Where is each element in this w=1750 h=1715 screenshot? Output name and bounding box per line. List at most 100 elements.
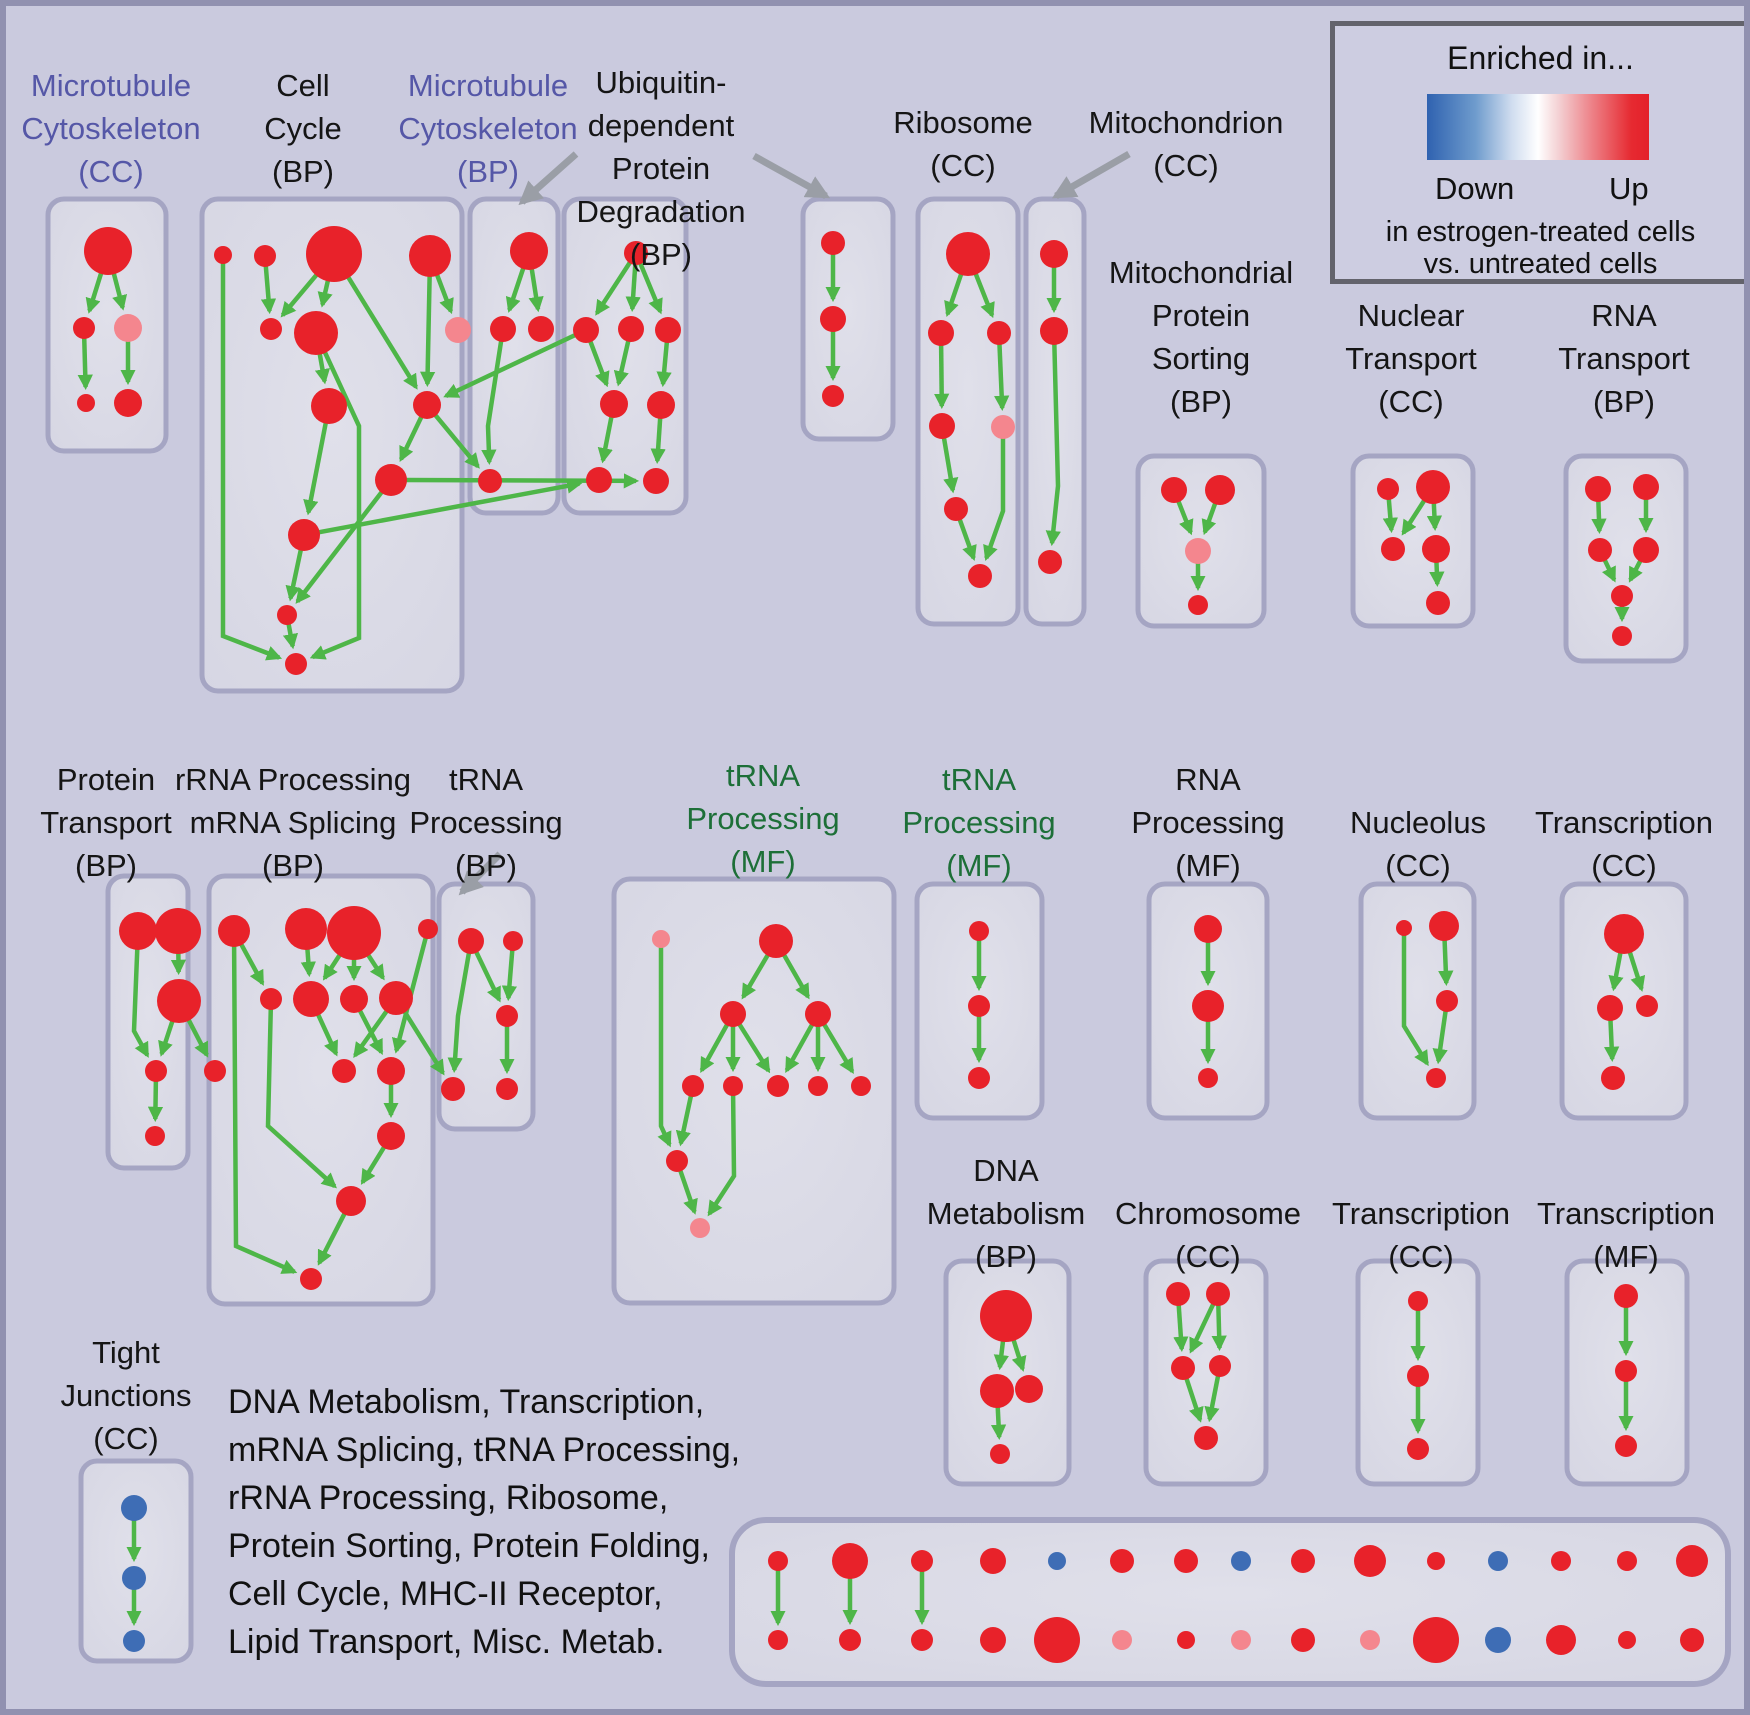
node-ubiq-1-D <box>600 390 628 418</box>
edge-ribosome-D-F <box>983 436 1006 561</box>
node-microtubule-cc-C <box>77 394 95 412</box>
edge-trna-mf-big-D-E <box>677 1168 698 1215</box>
edge-cell-cycle-d-i <box>420 272 436 388</box>
edge-trna-mf-big-A-C3 <box>736 1021 771 1074</box>
strip-node-bottom-2 <box>911 1629 933 1651</box>
strip-node-bottom-10 <box>1413 1617 1459 1663</box>
edge-trna-mf-big-C1-D <box>675 1094 694 1147</box>
edge-cell-cycle-j-l <box>295 488 385 604</box>
protein-transport-label: Protein Transport (BP) <box>40 762 172 883</box>
node-ribosome-C <box>929 413 955 439</box>
node-trna-bp-T1 <box>458 928 484 954</box>
node-ubiq-1-C <box>655 317 681 343</box>
node-microtubule-cc-A <box>73 317 95 339</box>
node-chromosome-T1 <box>1166 1282 1190 1306</box>
node-ribosome-A <box>928 320 954 346</box>
node-ribosome-F <box>968 564 992 588</box>
node-rrna-R3a <box>332 1059 356 1083</box>
edge-trna-bp-T2-M <box>501 948 518 1002</box>
node-trna-mf-big-E <box>690 1218 710 1238</box>
node-ubiq-2-n1 <box>821 231 845 255</box>
strip-node-top-11 <box>1488 1551 1508 1571</box>
node-rrna-R2a <box>260 988 282 1010</box>
edge-mitochondrion-n2-n3 <box>1045 342 1061 547</box>
node-transcription-mf-n3 <box>1615 1435 1637 1457</box>
edge-protein-transport-S1-B <box>147 1079 164 1123</box>
node-transcription-mf-n1 <box>1614 1284 1638 1308</box>
edge-chromosome-T2-M1 <box>1189 1301 1216 1354</box>
strip-node-bottom-7 <box>1231 1630 1251 1650</box>
node-cell-cycle-h <box>311 388 347 424</box>
label-pointer-arrow-1 <box>752 152 831 200</box>
strip-node-top-6 <box>1174 1549 1198 1573</box>
edge-rrna-R4-R5 <box>360 1144 388 1185</box>
node-ubiq-1-E <box>647 391 675 419</box>
node-rrna-R2b <box>293 981 329 1017</box>
node-cell-cycle-a <box>214 246 232 264</box>
node-rrna-R6 <box>300 1268 322 1290</box>
node-ubiq-1-B <box>618 316 644 342</box>
legend-gradient-bar <box>1427 94 1649 160</box>
edge-transcription-cc-2-T-B <box>1626 948 1646 992</box>
node-mito-sorting-A <box>1161 477 1187 503</box>
node-mito-sorting-B <box>1205 475 1235 505</box>
strip-node-top-3 <box>980 1548 1006 1574</box>
strip-node-bottom-11 <box>1485 1627 1511 1653</box>
edge-rna-transport-C-E <box>1602 557 1617 583</box>
strip-node-top-14 <box>1676 1545 1708 1577</box>
legend-subtitle-line2: vs. untreated cells <box>1423 248 1658 280</box>
node-trna-mf-small-n1 <box>969 921 989 941</box>
bottom-strip-box <box>729 1517 1731 1687</box>
cell-cycle-label: Cell Cycle (BP) <box>264 68 342 189</box>
edge-microtubule-bp-L-M2 <box>528 265 544 313</box>
nuclear-transport-label: Nuclear Transport (CC) <box>1345 298 1477 419</box>
node-ubiq-1-T <box>624 241 648 265</box>
strip-node-top-7 <box>1231 1551 1251 1571</box>
node-ribosome-E <box>944 497 968 521</box>
edge-nuclear-transport-B-D <box>1426 500 1443 532</box>
edge-ribosome-A-C <box>934 343 950 410</box>
node-nuclear-transport-C <box>1381 537 1405 561</box>
edge-rrna-G1-R2a <box>238 941 265 986</box>
node-rrna-G1 <box>218 915 250 947</box>
edge-cell-cycle-f-h <box>314 349 331 385</box>
edge-trna-mf-big-B-C5 <box>821 1021 855 1075</box>
legend-down-label: Down <box>1435 171 1515 206</box>
node-rna-transport-B <box>1633 474 1659 500</box>
node-nucleolus-A <box>1396 920 1412 936</box>
cross-edge-ubiq-1.A-cell-cycle.i <box>443 332 578 399</box>
strip-node-bottom-5 <box>1112 1630 1132 1650</box>
edge-ribosome-C-E <box>941 435 959 494</box>
node-microtubule-cc-D <box>114 389 142 417</box>
node-trna-mf-big-C3 <box>767 1075 789 1097</box>
node-rna-transport-A <box>1585 476 1611 502</box>
edge-ribosome-T-B <box>972 269 995 319</box>
edge-cell-cycle-c-e <box>280 269 322 318</box>
edge-rrna-R2d-R3a <box>353 1007 390 1058</box>
rna-processing-mf-label: RNA Processing (MF) <box>1131 762 1285 883</box>
cluster-box-rna-transport <box>1563 453 1689 664</box>
node-tight-junctions-n3 <box>123 1630 145 1652</box>
edge-cell-cycle-b-e <box>260 264 277 315</box>
edge-nucleolus-A-D <box>1401 934 1430 1067</box>
strip-node-bottom-9 <box>1360 1630 1380 1650</box>
mitochondrion-label: Mitochondrion (CC) <box>1088 105 1284 183</box>
edge-protein-transport-L1-S1 <box>131 946 150 1058</box>
node-trna-bp-BR <box>496 1078 518 1100</box>
node-nuclear-transport-B <box>1416 470 1450 504</box>
node-cell-cycle-e <box>260 318 282 340</box>
trna-processing-mf-2-label: tRNA Processing (MF) <box>902 762 1056 883</box>
node-ubiq-2-n3 <box>822 385 844 407</box>
node-nucleolus-C <box>1436 990 1458 1012</box>
label-pointer-arrow-2 <box>1051 150 1131 200</box>
strip-node-bottom-14 <box>1680 1628 1704 1652</box>
edge-rrna-R2a-R5 <box>265 1007 337 1189</box>
node-microtubule-bp-B <box>478 469 502 493</box>
node-trna-bp-M <box>496 1005 518 1027</box>
edge-rna-transport-D-E <box>1628 558 1644 583</box>
node-nucleolus-D <box>1426 1068 1446 1088</box>
edge-protein-transport-M-S1 <box>158 1016 176 1057</box>
node-cell-cycle-b <box>254 245 276 267</box>
node-rrna-G4 <box>418 919 438 939</box>
node-mitochondrion-n1 <box>1040 240 1068 268</box>
